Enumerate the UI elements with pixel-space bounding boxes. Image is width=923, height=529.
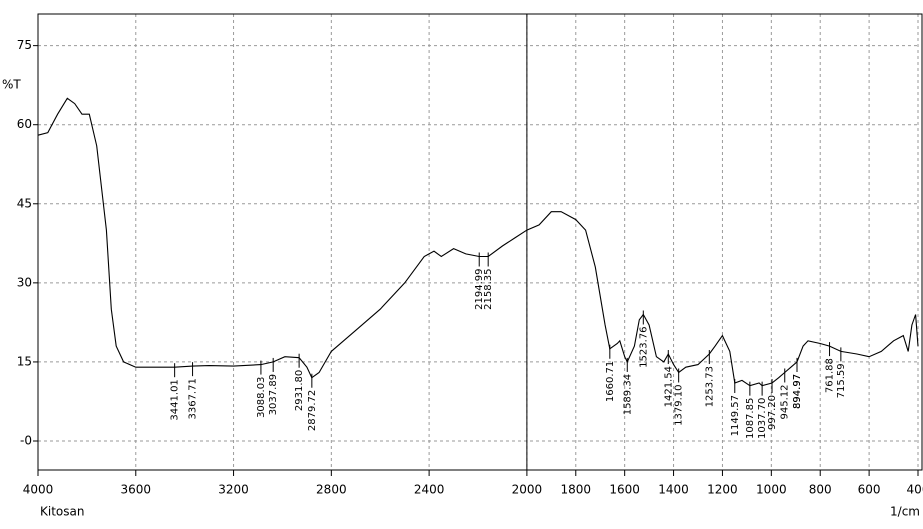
peak-label: 3441.01 [170,379,181,420]
peak-label: 2931.80 [294,370,305,411]
peak-label: 1589.34 [622,374,633,415]
peak-label: 715.59 [836,363,847,398]
x-tick-label: 1800 [561,483,592,497]
x-tick-label: 400 [907,483,923,497]
x-tick-label: 1600 [609,483,640,497]
x-tick-label: 4000 [23,483,54,497]
peak-label: 894.97 [792,374,803,409]
peak-label: 1379.10 [674,384,685,425]
peak-label: 997.20 [767,395,778,430]
x-tick-label: 2400 [414,483,445,497]
x-tick-label: 2000 [512,483,543,497]
peak-label: 1660.71 [605,361,616,402]
peak-label: 3088.03 [256,377,267,418]
x-tick-label: 3600 [121,483,152,497]
y-tick-label: 15 [17,354,32,368]
peak-label: 1037.70 [757,398,768,439]
x-tick-label: 1400 [658,483,689,497]
x-axis-label: 1/cm [890,505,920,519]
x-tick-label: 1200 [707,483,738,497]
y-tick-label: 45 [17,196,32,210]
y-axis-label: %T [2,78,21,92]
x-tick-label: 600 [858,483,881,497]
peak-label: 1087.85 [745,398,756,439]
y-tick-label: 30 [17,275,32,289]
peak-label: 2194.99 [474,268,485,309]
peak-label: 1523.76 [638,326,649,367]
peak-label: 2158.35 [483,268,494,309]
peak-label: 1421.54 [663,366,674,407]
peak-label: 761.88 [825,358,836,393]
peak-label: 2879.72 [307,390,318,431]
peak-label: 3367.71 [188,378,199,419]
peak-label: 1253.73 [704,366,715,407]
plot-frame [37,13,923,471]
y-tick-label: -0 [20,434,32,448]
peak-label: 3037.89 [268,374,279,415]
y-tick-label: 60 [17,117,32,131]
y-tick-label: 75 [17,38,32,52]
peak-label: 894.97 [792,374,803,409]
x-tick-label: 1000 [756,483,787,497]
x-tick-label: 3200 [218,483,249,497]
peak-label: 1149.57 [730,395,741,436]
x-tick-label: 800 [809,483,832,497]
peak-label: 945.12 [780,384,791,419]
x-tick-label: 2800 [316,483,347,497]
subtitle: Kitosan [40,505,84,519]
